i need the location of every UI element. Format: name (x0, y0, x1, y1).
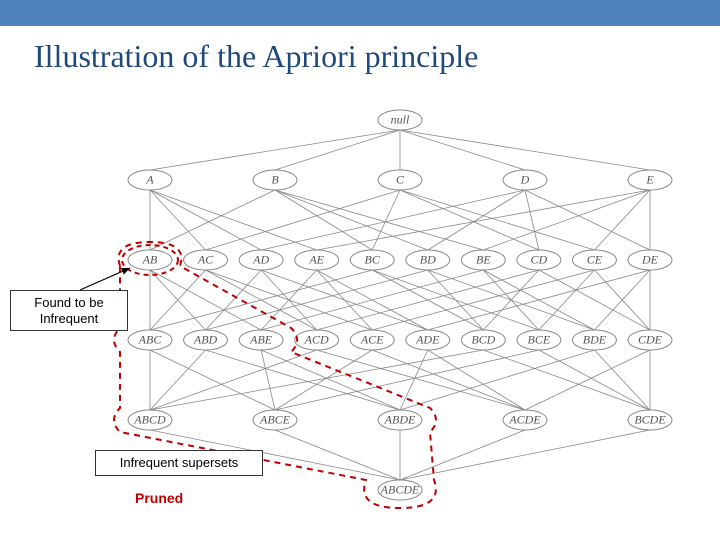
node-CE: CE (587, 253, 602, 268)
node-C: C (396, 173, 404, 188)
node-E: E (646, 173, 653, 188)
node-ADE: ADE (416, 333, 439, 348)
node-BD: BD (420, 253, 436, 268)
node-ACD: ACD (305, 333, 329, 348)
node-BE: BE (476, 253, 491, 268)
node-D: D (521, 173, 530, 188)
node-DE: DE (642, 253, 658, 268)
node-CD: CD (531, 253, 548, 268)
node-B: B (271, 173, 278, 188)
node-ACDE: ACDE (509, 413, 540, 428)
node-ABC: ABC (139, 333, 162, 348)
pruned-text: Pruned (135, 490, 183, 506)
node-BCD: BCD (471, 333, 495, 348)
node-CDE: CDE (638, 333, 662, 348)
node-BCDE: BCDE (634, 413, 665, 428)
node-AD: AD (253, 253, 269, 268)
node-A: A (146, 173, 153, 188)
node-ABCE: ABCE (260, 413, 290, 428)
node-AE: AE (309, 253, 324, 268)
node-BC: BC (365, 253, 380, 268)
node-ABE: ABE (250, 333, 272, 348)
node-ABD: ABD (194, 333, 217, 348)
node-ABDE: ABDE (385, 413, 416, 428)
node-ABCDE: ABCDE (381, 483, 420, 498)
node-ACE: ACE (361, 333, 384, 348)
found-line1: Found to be (34, 295, 103, 310)
node-BCE: BCE (528, 333, 551, 348)
node-null: null (391, 113, 410, 128)
node-AC: AC (198, 253, 213, 268)
node-AB: AB (143, 253, 158, 268)
infrequent-supersets-callout: Infrequent supersets (95, 450, 263, 476)
supersets-text: Infrequent supersets (120, 455, 239, 470)
node-ABCD: ABCD (134, 413, 165, 428)
found-line2: Infrequent (40, 311, 99, 326)
pruned-label: Pruned (135, 490, 183, 508)
found-infrequent-callout: Found to be Infrequent (10, 290, 128, 331)
node-BDE: BDE (583, 333, 606, 348)
